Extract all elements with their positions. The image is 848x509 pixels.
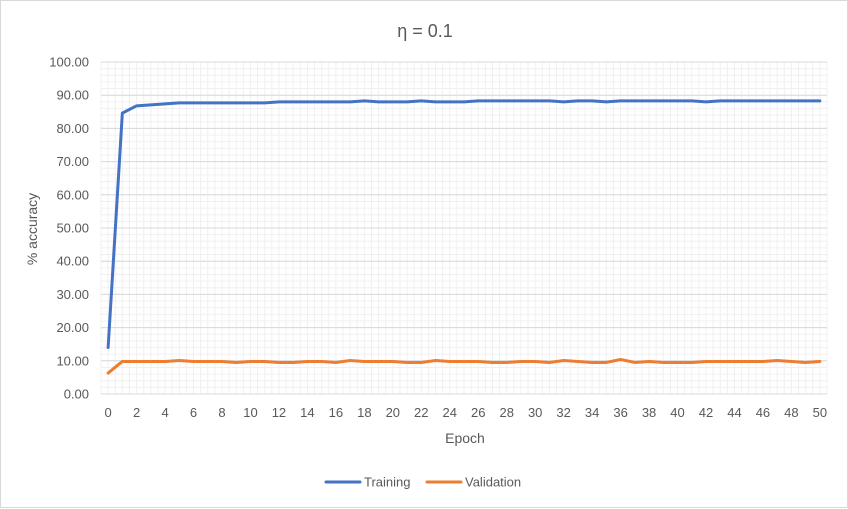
x-tick-label: 8 — [218, 405, 225, 420]
x-tick-label: 26 — [471, 405, 485, 420]
y-tick-label: 20.00 — [56, 320, 89, 335]
x-tick-label: 10 — [243, 405, 257, 420]
x-axis-tick-labels: 0 2 4 6 8 10 12 14 16 18 20 22 24 26 28 30 32 34 36 38 40 42 4… — [105, 405, 828, 420]
y-tick-label: 40.00 — [56, 254, 89, 269]
legend-label-validation: Validation — [465, 475, 521, 490]
legend: Training Validation — [324, 475, 521, 490]
y-tick-label: 70.00 — [56, 154, 89, 169]
x-tick-label: 36 — [613, 405, 627, 420]
legend-label-training: Training — [364, 475, 410, 490]
x-tick-label: 6 — [190, 405, 197, 420]
y-axis-tick-labels: 0.00 10.00 20.00 30.00 40.00 50.00 60.00 70.00 8… — [49, 55, 89, 402]
y-tick-label: 30.00 — [56, 287, 89, 302]
x-tick-label: 18 — [357, 405, 371, 420]
y-tick-label: 60.00 — [56, 187, 89, 202]
x-tick-label: 34 — [585, 405, 599, 420]
chart-title: η = 0.1 — [397, 21, 453, 41]
y-tick-label: 90.00 — [56, 88, 89, 103]
x-tick-label: 2 — [133, 405, 140, 420]
x-axis-title: Epoch — [445, 430, 485, 446]
x-tick-label: 42 — [699, 405, 713, 420]
x-tick-label: 38 — [642, 405, 656, 420]
x-tick-label: 12 — [272, 405, 286, 420]
x-tick-label: 0 — [105, 405, 112, 420]
x-tick-label: 20 — [386, 405, 400, 420]
x-tick-label: 46 — [756, 405, 770, 420]
y-tick-label: 50.00 — [56, 221, 89, 236]
x-tick-label: 24 — [443, 405, 457, 420]
x-tick-label: 44 — [727, 405, 741, 420]
series-line-training — [106, 99, 822, 350]
x-tick-label: 50 — [813, 405, 827, 420]
y-axis-title: % accuracy — [24, 193, 40, 265]
x-tick-label: 28 — [499, 405, 513, 420]
x-tick-label: 16 — [329, 405, 343, 420]
y-tick-label: 80.00 — [56, 121, 89, 136]
series-layer — [106, 99, 822, 375]
x-tick-label: 22 — [414, 405, 428, 420]
x-tick-label: 48 — [784, 405, 798, 420]
x-tick-label: 32 — [556, 405, 570, 420]
x-tick-label: 14 — [300, 405, 314, 420]
series-line-validation — [106, 357, 822, 375]
y-tick-label: 10.00 — [56, 353, 89, 368]
y-tick-label: 100.00 — [49, 55, 89, 70]
x-tick-label: 40 — [670, 405, 684, 420]
x-tick-label: 30 — [528, 405, 542, 420]
y-tick-label: 0.00 — [64, 387, 89, 402]
x-tick-label: 4 — [161, 405, 168, 420]
